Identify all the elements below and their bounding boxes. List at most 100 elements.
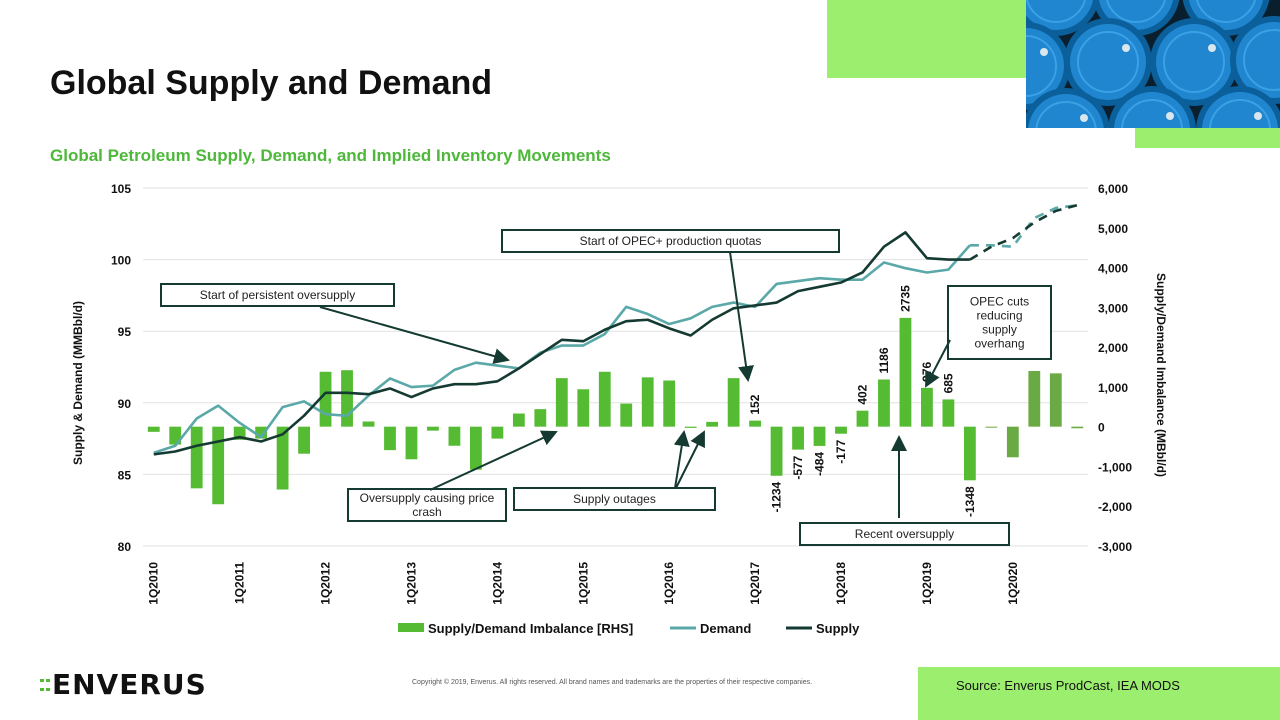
barrel-lid (1108, 86, 1196, 128)
annotation-text: Start of persistent oversupply (200, 288, 355, 302)
annotation-text: Start of OPEC+ production quotas (580, 234, 762, 248)
demand-line (153, 244, 971, 455)
imbalance-bar (727, 378, 740, 427)
barrel-lid (1064, 18, 1152, 106)
imbalance-bar (792, 426, 804, 450)
imbalance-bar (1006, 426, 1019, 458)
bar-data-label: 1186 (877, 347, 891, 373)
opec-quota-callout: Start of OPEC+ production quotas (501, 229, 840, 253)
x-axis-tick-label: 1Q2011 (233, 562, 247, 604)
imbalance-bar (1049, 373, 1062, 427)
source-box: Source: Enverus ProdCast, IEA MODS (918, 667, 1280, 720)
legend-label: Supply (816, 621, 860, 636)
oversupply-crash-callout: Oversupply causing price crash (347, 488, 507, 522)
y-axis-tick-label: 90 (118, 397, 132, 411)
imbalance-bar (1071, 426, 1084, 429)
enverus-logo: ENVERUS (52, 668, 207, 701)
imbalance-bar (577, 389, 590, 427)
bar-data-label: 152 (748, 394, 762, 414)
y2-axis-tick-label: -1,000 (1098, 460, 1132, 474)
demand-forecast-line (969, 203, 1078, 249)
x-axis-tick-label: 1Q2014 (490, 562, 504, 605)
imbalance-bar (835, 426, 847, 434)
y-axis-tick-label: 85 (118, 468, 132, 482)
copyright-notice: Copyright © 2019, Enverus. All rights re… (412, 679, 813, 686)
bar-data-label: -484 (813, 452, 827, 476)
source-text: Source: Enverus ProdCast, IEA MODS (956, 678, 1180, 693)
imbalance-bar (448, 426, 461, 446)
supply-line (153, 231, 970, 456)
imbalance-bar (427, 426, 439, 431)
supply-outages-callout: Supply outages (513, 487, 716, 511)
x-axis-tick-label: 1Q2010 (147, 562, 161, 605)
imbalance-bar (319, 371, 332, 427)
legend-entry: Supply/Demand Imbalance [RHS] (398, 621, 633, 636)
imbalance-bar (555, 378, 568, 427)
annotation-text: OPEC cuts reducing supply overhang (970, 295, 1029, 351)
imbalance-bar (1028, 370, 1041, 427)
imbalance-bar (963, 426, 976, 481)
imbalance-bar (147, 426, 160, 432)
y2-axis-tick-label: -2,000 (1098, 500, 1132, 514)
annotation-arrow (429, 430, 558, 491)
imbalance-bar (212, 426, 225, 505)
y2-axis-tick-label: -3,000 (1098, 540, 1132, 554)
annotation-text: Recent oversupply (855, 527, 954, 541)
x-axis-tick-label: 1Q2018 (834, 562, 848, 605)
barrel-lid (1026, 22, 1070, 110)
imbalance-bar (641, 377, 654, 427)
imbalance-bar (598, 371, 611, 427)
bar-data-label: -177 (834, 439, 848, 463)
imbalance-bar (878, 379, 890, 427)
annotation-arrow (925, 339, 951, 388)
imbalance-bar (856, 410, 869, 427)
legend-entry: Demand (670, 621, 751, 636)
bar-data-label: 976 (920, 361, 934, 381)
imbalance-bar (190, 426, 203, 489)
imbalance-bar (469, 426, 482, 470)
x-axis-tick-label: 1Q2020 (1006, 562, 1020, 605)
imbalance-bar (169, 426, 182, 445)
y-axis-title: Supply & Demand (MMBbl/d) (71, 301, 85, 465)
x-axis-tick-label: 1Q2017 (748, 562, 762, 605)
decorative-green-block-right (1135, 128, 1280, 148)
bar-data-label: -1348 (963, 486, 977, 517)
y2-axis-tick-label: 2,000 (1098, 341, 1128, 355)
y2-axis-tick-label: 1,000 (1098, 381, 1128, 395)
decorative-green-block-top (827, 0, 1028, 78)
imbalance-bar (921, 387, 933, 427)
barrel-lid (1026, 88, 1110, 128)
imbalance-bar (899, 317, 912, 427)
imbalance-bar (663, 380, 676, 427)
legend-entry: Supply (786, 621, 860, 636)
y-axis-tick-label: 80 (118, 540, 132, 554)
barrel-lid (1196, 86, 1280, 128)
imbalance-bar (341, 370, 353, 427)
x-axis-tick-label: 1Q2016 (662, 562, 676, 605)
barrel-lid (1150, 18, 1238, 106)
bar-data-label: -1234 (770, 481, 784, 512)
imbalance-bar (233, 426, 246, 440)
y-axis-tick-label: 95 (118, 325, 132, 339)
bar-data-label: -577 (791, 455, 805, 479)
imbalance-bar (770, 426, 783, 476)
y2-axis-tick-label: 0 (1098, 421, 1105, 435)
supply-demand-chart: 80 85 90 95 100 105 -3,000 -2,000 -1,000 0 1,000 2,… (71, 182, 1168, 636)
annotation-arrow (675, 430, 705, 489)
recent-oversupply-callout: Recent oversupply (799, 522, 1010, 546)
imbalance-bar (276, 426, 289, 490)
imbalance-bar (405, 426, 418, 460)
imbalance-bar (512, 413, 525, 427)
bar-data-label: 2735 (898, 285, 912, 312)
y2-axis-title: Supply/Demand Imbalance (MBbl/d) (1154, 273, 1168, 477)
imbalance-bar (620, 403, 633, 427)
bar-data-label: 685 (941, 373, 955, 393)
imbalance-bar (255, 426, 268, 439)
oil-barrels-image (1026, 0, 1280, 128)
x-axis-tick-label: 1Q2012 (319, 562, 333, 605)
y2-axis-tick-label: 5,000 (1098, 222, 1128, 236)
imbalance-bar (942, 399, 955, 427)
imbalance-bar (362, 421, 375, 427)
y-axis-tick-label: 100 (111, 254, 131, 268)
imbalance-bar (298, 426, 310, 454)
